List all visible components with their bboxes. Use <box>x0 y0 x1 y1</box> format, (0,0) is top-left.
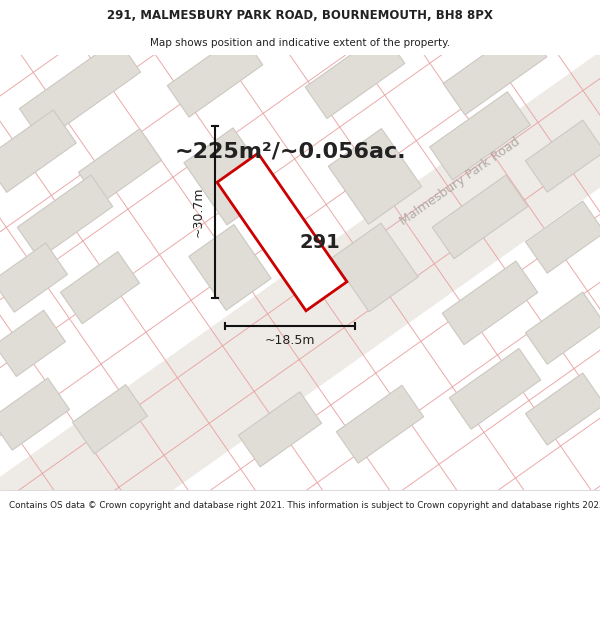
Polygon shape <box>526 120 600 192</box>
Polygon shape <box>443 26 547 115</box>
Polygon shape <box>73 384 148 454</box>
Polygon shape <box>19 39 140 142</box>
Polygon shape <box>0 0 600 583</box>
Text: 291, MALMESBURY PARK ROAD, BOURNEMOUTH, BH8 8PX: 291, MALMESBURY PARK ROAD, BOURNEMOUTH, … <box>107 9 493 22</box>
Polygon shape <box>526 201 600 273</box>
Polygon shape <box>432 175 528 259</box>
Polygon shape <box>0 110 76 192</box>
Text: 291: 291 <box>299 232 340 252</box>
Polygon shape <box>184 128 276 225</box>
Polygon shape <box>0 243 68 312</box>
Polygon shape <box>17 175 113 259</box>
Text: ~30.7m: ~30.7m <box>192 186 205 237</box>
Text: Malmesbury Park Road: Malmesbury Park Road <box>398 135 523 228</box>
Text: ~18.5m: ~18.5m <box>265 334 315 347</box>
Polygon shape <box>526 373 600 445</box>
Polygon shape <box>167 33 263 117</box>
Text: Contains OS data © Crown copyright and database right 2021. This information is : Contains OS data © Crown copyright and d… <box>9 501 600 510</box>
Polygon shape <box>332 223 418 312</box>
Polygon shape <box>449 348 541 429</box>
Text: Map shows position and indicative extent of the property.: Map shows position and indicative extent… <box>150 38 450 48</box>
Polygon shape <box>526 292 600 364</box>
Polygon shape <box>217 153 347 311</box>
Polygon shape <box>328 129 422 224</box>
Polygon shape <box>61 252 140 324</box>
Polygon shape <box>442 261 538 345</box>
Polygon shape <box>430 92 530 180</box>
Polygon shape <box>79 129 161 204</box>
Polygon shape <box>0 310 65 376</box>
Polygon shape <box>337 385 424 463</box>
Text: ~225m²/~0.056ac.: ~225m²/~0.056ac. <box>175 141 407 161</box>
Polygon shape <box>305 32 405 119</box>
Polygon shape <box>0 378 70 450</box>
Polygon shape <box>238 392 322 467</box>
Polygon shape <box>189 224 271 311</box>
